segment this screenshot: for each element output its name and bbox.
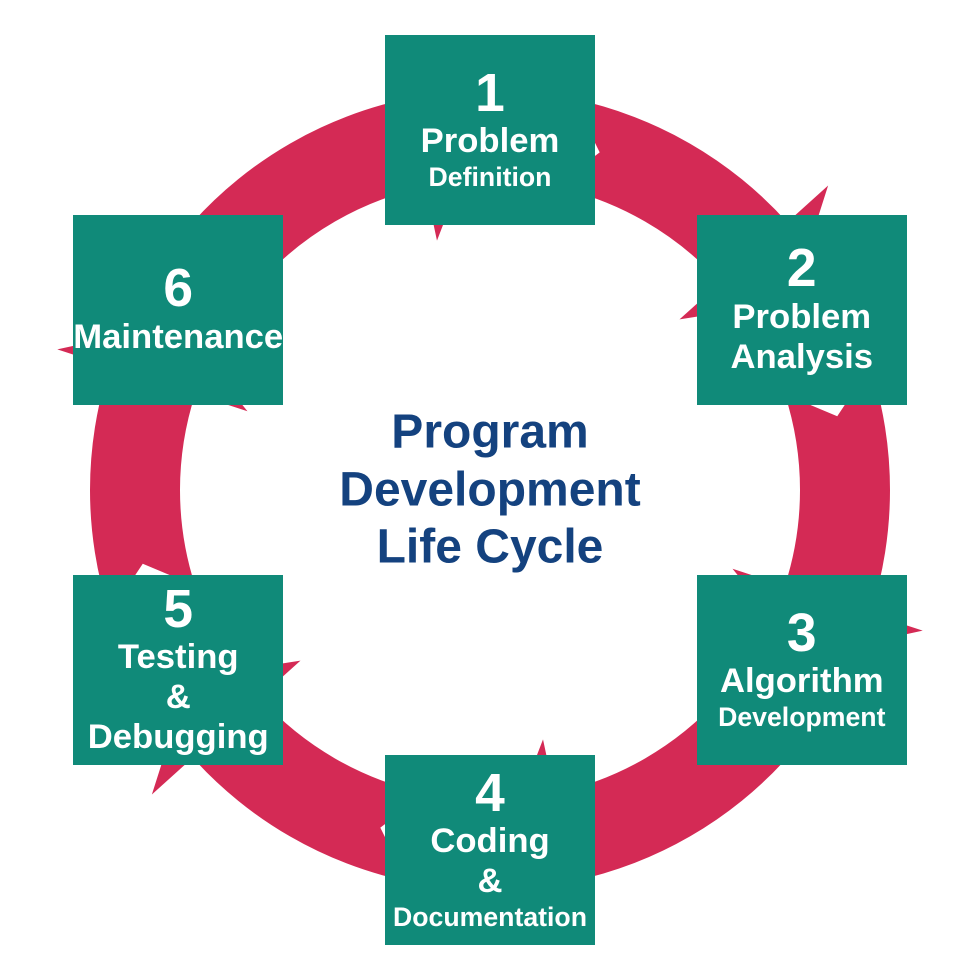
cycle-node-2: 2ProblemAnalysis bbox=[697, 215, 907, 405]
cycle-node-number: 2 bbox=[787, 242, 817, 295]
cycle-node-label-line: & bbox=[477, 862, 502, 902]
cycle-node-3: 3AlgorithmDevelopment bbox=[697, 575, 907, 765]
cycle-node-4: 4Coding&Documentation bbox=[385, 755, 595, 945]
cycle-node-number: 3 bbox=[787, 607, 817, 660]
cycle-node-number: 5 bbox=[163, 583, 193, 636]
diagram-title-line2: Life Cycle bbox=[245, 519, 735, 577]
cycle-node-label-line: Analysis bbox=[730, 338, 873, 378]
cycle-node-number: 6 bbox=[163, 262, 193, 315]
cycle-node-number: 4 bbox=[475, 767, 505, 820]
cycle-node-label-line: Problem bbox=[732, 298, 871, 338]
cycle-node-number: 1 bbox=[475, 67, 505, 120]
cycle-node-label-line: & bbox=[166, 678, 191, 718]
cycle-node-label-line: Definition bbox=[429, 162, 552, 193]
cycle-node-label-line: Debugging bbox=[88, 718, 269, 758]
cycle-node-label-line: Testing bbox=[118, 638, 239, 678]
diagram-title-line1: Program Development bbox=[245, 404, 735, 519]
cycle-node-label-line: Development bbox=[718, 702, 885, 733]
cycle-node-5: 5Testing&Debugging bbox=[73, 575, 283, 765]
cycle-node-label-line: Coding bbox=[430, 822, 549, 862]
cycle-node-6: 6Maintenance bbox=[73, 215, 283, 405]
cycle-node-label-line: Maintenance bbox=[73, 318, 283, 358]
diagram-title: Program Development Life Cycle bbox=[245, 404, 735, 577]
cycle-diagram: Program Development Life Cycle 1ProblemD… bbox=[0, 0, 980, 980]
cycle-node-1: 1ProblemDefinition bbox=[385, 35, 595, 225]
cycle-node-label-line: Problem bbox=[421, 122, 560, 162]
cycle-node-label-line: Algorithm bbox=[720, 662, 884, 702]
cycle-node-label-line: Documentation bbox=[393, 902, 587, 933]
